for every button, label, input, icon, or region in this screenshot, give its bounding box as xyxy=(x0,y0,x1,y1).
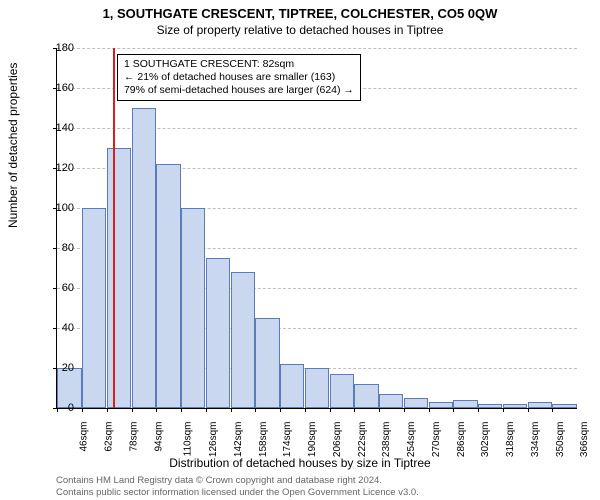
x-tick-label: 334sqm xyxy=(530,422,541,458)
x-tick-label: 254sqm xyxy=(406,422,417,458)
x-tick-label: 158sqm xyxy=(258,422,269,458)
histogram-bar xyxy=(330,374,354,408)
x-tick-label: 94sqm xyxy=(153,422,164,452)
y-tick-label: 0 xyxy=(34,402,74,414)
y-tick-label: 180 xyxy=(34,42,74,54)
histogram-bar xyxy=(305,368,329,408)
x-tick-label: 366sqm xyxy=(580,422,591,458)
histogram-bar xyxy=(429,402,453,408)
x-tick-label: 286sqm xyxy=(456,422,467,458)
x-tick-label: 270sqm xyxy=(431,422,442,458)
chart-title: 1, SOUTHGATE CRESCENT, TIPTREE, COLCHEST… xyxy=(0,0,600,21)
x-tick-label: 318sqm xyxy=(505,422,516,458)
x-axis-label: Distribution of detached houses by size … xyxy=(0,456,600,470)
histogram-bar xyxy=(156,164,180,408)
annotation-line: 1 SOUTHGATE CRESCENT: 82sqm xyxy=(124,58,354,71)
histogram-bar xyxy=(206,258,230,408)
annotation-line: 79% of semi-detached houses are larger (… xyxy=(124,84,354,97)
histogram-bar xyxy=(82,208,106,408)
annotation-line: ← 21% of detached houses are smaller (16… xyxy=(124,71,354,84)
histogram-bar xyxy=(181,208,205,408)
footer-attribution: Contains HM Land Registry data © Crown c… xyxy=(56,475,419,498)
histogram-bar xyxy=(528,402,552,408)
histogram-bar xyxy=(552,404,576,408)
y-tick-label: 120 xyxy=(34,162,74,174)
y-tick-label: 20 xyxy=(34,362,74,374)
y-tick-label: 80 xyxy=(34,242,74,254)
histogram-bar xyxy=(404,398,428,408)
histogram-bar xyxy=(379,394,403,408)
x-tick-label: 206sqm xyxy=(332,422,343,458)
footer-line-2: Contains public sector information licen… xyxy=(56,487,419,498)
histogram-bar xyxy=(132,108,156,408)
histogram-chart: 1, SOUTHGATE CRESCENT, TIPTREE, COLCHEST… xyxy=(0,0,600,500)
annotation-box: 1 SOUTHGATE CRESCENT: 82sqm← 21% of deta… xyxy=(117,54,361,101)
x-tick-label: 174sqm xyxy=(282,422,293,458)
y-tick-label: 140 xyxy=(34,122,74,134)
y-axis-label: Number of detached properties xyxy=(6,63,20,228)
x-tick-label: 190sqm xyxy=(307,422,318,458)
x-tick-label: 238sqm xyxy=(381,422,392,458)
y-tick-label: 100 xyxy=(34,202,74,214)
bars-container xyxy=(57,48,577,408)
footer-line-1: Contains HM Land Registry data © Crown c… xyxy=(56,475,419,486)
x-tick-label: 222sqm xyxy=(357,422,368,458)
x-tick-label: 110sqm xyxy=(183,422,194,457)
reference-marker-line xyxy=(113,48,115,408)
plot-area: 1 SOUTHGATE CRESCENT: 82sqm← 21% of deta… xyxy=(56,48,577,409)
x-tick-label: 142sqm xyxy=(233,422,244,458)
x-tick-label: 126sqm xyxy=(208,422,219,458)
histogram-bar xyxy=(107,148,131,408)
histogram-bar xyxy=(453,400,477,408)
y-tick-label: 40 xyxy=(34,322,74,334)
x-tick-label: 350sqm xyxy=(555,422,566,458)
histogram-bar xyxy=(503,404,527,408)
histogram-bar xyxy=(478,404,502,408)
x-tick-label: 302sqm xyxy=(481,422,492,458)
histogram-bar xyxy=(255,318,279,408)
histogram-bar xyxy=(354,384,378,408)
x-tick-label: 62sqm xyxy=(104,422,115,452)
histogram-bar xyxy=(231,272,255,408)
histogram-bar xyxy=(280,364,304,408)
y-tick-label: 60 xyxy=(34,282,74,294)
chart-subtitle: Size of property relative to detached ho… xyxy=(0,21,600,37)
y-tick-label: 160 xyxy=(34,82,74,94)
x-tick-label: 46sqm xyxy=(79,422,90,452)
x-tick-label: 78sqm xyxy=(128,422,139,452)
